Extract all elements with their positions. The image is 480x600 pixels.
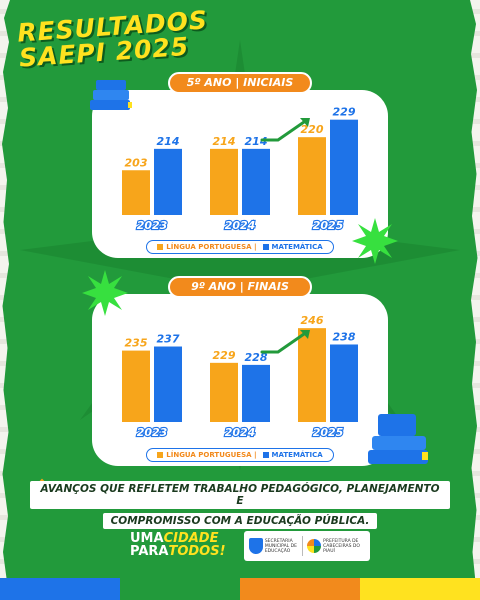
legend-item-matematica: MATEMÁTICA [262, 243, 323, 251]
crest-icon [248, 538, 263, 554]
data-label: 229 [213, 349, 236, 362]
trend-arrow-icon [260, 332, 306, 354]
legend-swatch-portugues [157, 244, 164, 250]
slogan-word-todos: TODOS! [168, 544, 226, 559]
trend-arrow-head-icon [300, 118, 310, 127]
prefeitura-logo: PREFEITURA DE CABECEIRAS DO PIAUÍ [307, 539, 365, 554]
x-tick-label: 2023 [137, 219, 168, 232]
bar-matematica-2023 [154, 148, 182, 215]
legend-item-portugues: LÍNGUA PORTUGUESA | [157, 451, 257, 459]
chart-title-5-ano: 5º ANO | INICIAIS [168, 72, 312, 94]
legend-swatch-matematica [262, 244, 269, 250]
footnote: AVANÇOS QUE REFLETEM TRABALHO PEDAGÓGICO… [30, 481, 450, 533]
slogan-word-para: PARA [130, 544, 169, 559]
bar-matematica-2025 [330, 344, 358, 422]
slogan-line-2: PARATODOS! [130, 545, 226, 558]
bar-matematica-2025 [330, 119, 358, 215]
legend-label-portugues: LÍNGUA PORTUGUESA | [166, 451, 257, 459]
chart-5-ano: 203 214 2023 214 214 2024 220 229 2025 [122, 106, 358, 233]
bar-portugues-2024 [210, 148, 238, 215]
bar-matematica-2024 [242, 364, 270, 422]
chart-card-9-ano: 235 237 2023 229 228 2024 246 238 2025 LÍNGUA PO… [92, 294, 388, 466]
bar-portugues-2024 [210, 362, 238, 422]
books-icon [368, 414, 428, 464]
bar-portugues-2025 [298, 137, 326, 215]
color-stripe-segment [360, 578, 480, 600]
data-label: 214 [245, 135, 268, 148]
chart-legend-5-ano: LÍNGUA PORTUGUESA | MATEMÁTICA [146, 240, 334, 254]
footnote-line-1: AVANÇOS QUE REFLETEM TRABALHO PEDAGÓGICO… [30, 481, 450, 509]
starburst-icon [352, 218, 398, 264]
x-tick-label: 2024 [225, 219, 256, 232]
data-label: 203 [125, 156, 148, 169]
legend-label-matematica: MATEMÁTICA [271, 243, 323, 251]
bar-portugues-2023 [122, 170, 150, 215]
legend-label-matematica: MATEMÁTICA [271, 451, 323, 459]
trend-arrow-head-icon [300, 330, 310, 339]
x-tick-label: 2025 [313, 219, 344, 232]
bar-portugues-2025 [298, 328, 326, 422]
secretaria-logo: SECRETARIA MUNICIPAL DE EDUCAÇÃO [248, 538, 299, 554]
starburst-icon [82, 270, 128, 316]
slogan-word-cidade: CIDADE [163, 531, 219, 546]
trend-arrow-icon [260, 120, 306, 142]
bar-matematica-2024 [242, 148, 270, 215]
secretaria-name: SECRETARIA MUNICIPAL DE EDUCAÇÃO [264, 538, 297, 554]
color-stripe-segment [0, 578, 120, 600]
data-label: 246 [301, 314, 324, 327]
data-label: 214 [157, 135, 180, 148]
chart-9-ano: 235 237 2023 229 228 2024 246 238 2025 [122, 314, 358, 440]
torn-paper-right-edge [470, 0, 480, 600]
logo-divider [302, 536, 304, 556]
seal-icon [307, 539, 322, 553]
legend-label-portugues: LÍNGUA PORTUGUESA | [166, 243, 257, 251]
color-stripe-segment [120, 578, 240, 600]
institution-logos: SECRETARIA MUNICIPAL DE EDUCAÇÃO PREFEIT… [244, 531, 370, 561]
legend-item-matematica: MATEMÁTICA [262, 451, 323, 459]
bar-portugues-2023 [122, 350, 150, 422]
prefeitura-name: PREFEITURA DE CABECEIRAS DO PIAUÍ [323, 538, 360, 554]
books-icon [90, 80, 132, 110]
legend-swatch-portugues [157, 452, 164, 458]
data-label: 238 [333, 330, 356, 343]
data-label: 220 [301, 123, 324, 136]
data-label: 214 [213, 135, 236, 148]
chart-legend-9-ano: LÍNGUA PORTUGUESA | MATEMÁTICA [146, 448, 334, 462]
slogan: UMACIDADE PARATODOS! [130, 532, 226, 558]
data-label: 237 [157, 333, 180, 346]
slogan-word-uma: UMA [130, 531, 164, 546]
x-tick-label: 2024 [225, 426, 256, 439]
legend-swatch-matematica [262, 452, 269, 458]
chart-card-5-ano: 203 214 2023 214 214 2024 220 229 2025 LÍNGUA PO… [92, 90, 388, 258]
color-stripe-segment [240, 578, 360, 600]
color-stripe-footer [0, 578, 480, 600]
x-tick-label: 2023 [137, 426, 168, 439]
data-label: 235 [125, 337, 148, 350]
slogan-line-1: UMACIDADE [130, 532, 226, 545]
legend-item-portugues: LÍNGUA PORTUGUESA | [157, 243, 257, 251]
data-label: 229 [333, 106, 356, 119]
chart-title-9-ano: 9º ANO | FINAIS [168, 276, 312, 298]
data-label: 228 [245, 351, 268, 364]
x-tick-label: 2025 [313, 426, 344, 439]
footnote-line-2: COMPROMISSO COM A EDUCAÇÃO PÚBLICA. [102, 513, 378, 529]
bar-matematica-2023 [154, 346, 182, 422]
